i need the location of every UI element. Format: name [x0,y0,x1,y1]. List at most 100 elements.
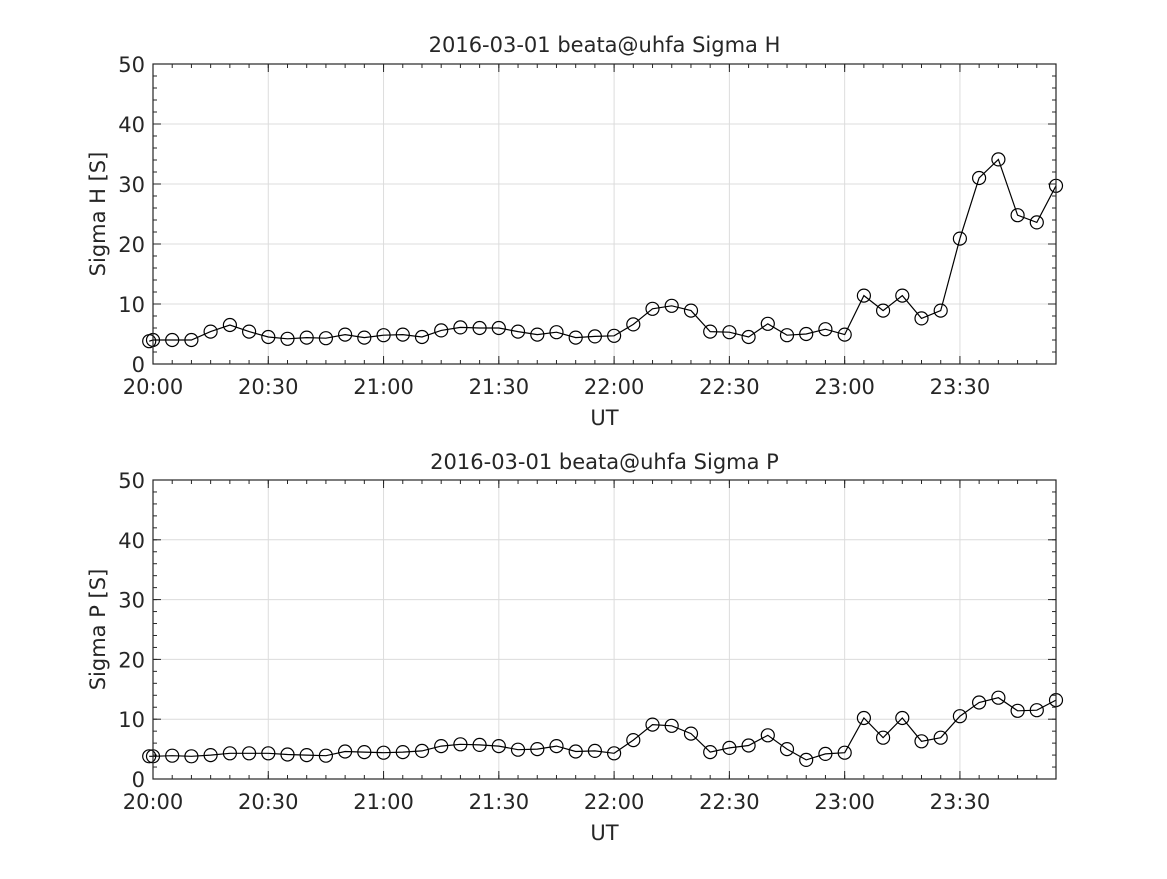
data-point [376,745,391,760]
data-point [683,303,699,318]
data-point [645,301,660,316]
data-point [261,746,276,761]
data-point [991,152,1006,167]
series-line [149,158,1057,342]
y-tick-label: 30 [118,589,145,613]
data-point [1010,703,1025,718]
data-point [895,288,910,303]
data-point [414,329,430,345]
data-point [184,749,199,764]
y-tick-label: 0 [132,353,145,377]
x-tick-label: 22:30 [699,375,760,399]
y-tick-label: 40 [118,113,145,137]
data-point [971,695,987,710]
y-tick-label: 30 [118,173,145,197]
data-point [222,746,237,761]
data-point [280,331,295,346]
y-tick-label: 0 [132,768,145,792]
data-point [472,320,487,336]
x-tick-label: 21:00 [353,790,414,814]
y-tick-label: 40 [118,529,145,553]
data-point [626,732,641,748]
data-point [933,303,948,318]
subplot-2: 20:00 20:30 21:00 21:30 22:00 22:30 23:00 23:30… [86,450,1064,845]
data-point [568,330,583,345]
data-point [549,738,564,754]
data-point [856,288,872,303]
data-point [338,327,353,342]
data-point [222,317,237,333]
data-point [549,325,564,340]
data-point [952,231,968,246]
y-tick-label: 20 [118,648,145,672]
data-point [645,717,660,732]
x-tick-label: 23:00 [814,790,875,814]
data-point [165,332,180,348]
data-point [395,744,410,760]
data-point [376,328,391,343]
data-point [683,726,699,741]
data-point [971,170,987,186]
data-point [875,730,891,745]
x-tick-label: 21:00 [353,375,414,399]
data-point [1010,208,1025,223]
x-tick-label: 20:00 [123,375,184,399]
y-tick-label: 50 [118,469,145,493]
data-point [722,740,737,756]
data-point [414,743,430,759]
x-tick-label: 20:30 [238,375,299,399]
data-point [434,323,449,338]
data-point [165,748,180,763]
data-point [299,747,314,763]
x-tick-label: 20:00 [123,790,184,814]
data-point [491,320,506,336]
data-point [895,710,910,726]
data-point [395,327,410,342]
data-point [453,737,468,752]
data-point [1029,215,1044,230]
data-point [242,324,257,339]
data-point [472,737,487,753]
y-axis-label: Sigma H [S] [86,152,110,277]
data-point [703,324,718,339]
data-point [142,749,157,764]
data-point [799,326,814,342]
data-point [261,329,276,345]
x-tick-label: 21:30 [469,790,530,814]
data-point [799,752,814,768]
axes-box [152,63,1057,365]
data-point [818,322,833,337]
data-point [530,741,545,757]
x-axis-label: UT [590,406,618,430]
data-point [491,738,506,754]
y-tick-label: 10 [118,708,145,732]
axes-box [152,479,1057,780]
y-tick-label: 50 [118,53,145,77]
x-tick-label: 23:00 [814,375,875,399]
data-point [760,728,775,743]
data-point [587,329,603,344]
data-point [357,330,372,345]
x-tick-label: 22:30 [699,790,760,814]
y-tick-label: 20 [118,233,145,257]
data-point [357,744,372,760]
data-point [703,744,718,760]
subplot-1: 20:00 20:30 21:00 21:30 22:00 22:30 23:00 23:30… [86,33,1064,430]
data-point [184,332,199,348]
data-point [664,298,679,313]
data-point [933,730,948,745]
y-tick-label: 10 [118,293,145,317]
x-tick-label: 21:30 [469,375,530,399]
data-point [779,741,795,757]
data-point [203,324,218,339]
x-tick-label: 23:30 [930,790,991,814]
data-point [318,748,333,763]
y-axis-label: Sigma P [S] [86,569,110,691]
plot-area [153,480,1056,779]
data-point [318,331,333,346]
x-tick-label: 20:30 [238,790,299,814]
data-point [837,327,852,342]
data-point [606,328,622,343]
